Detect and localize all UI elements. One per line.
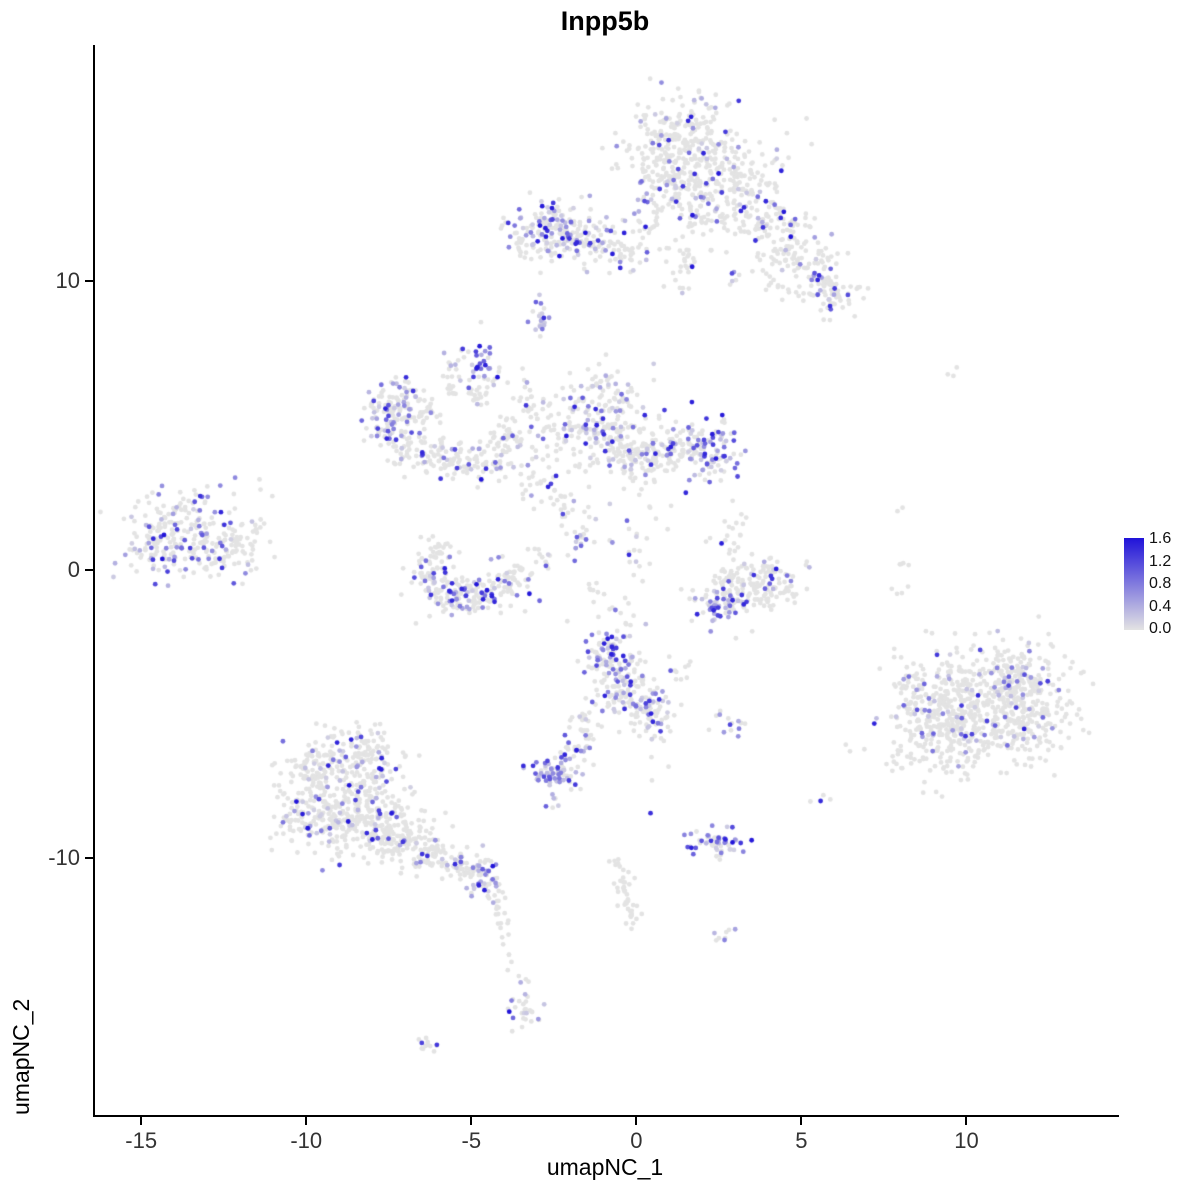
legend: 1.6 1.2 0.8 0.4 0.0	[1124, 531, 1171, 637]
x-tick-label: -15	[125, 1128, 158, 1153]
y-tick-label: -10	[48, 845, 80, 871]
x-tick-label: 0	[630, 1128, 643, 1153]
legend-tick-label: 0.8	[1149, 575, 1172, 592]
x-axis-line	[93, 1115, 1119, 1117]
x-tick-label: -5	[461, 1128, 482, 1153]
x-tick-mark	[305, 1117, 308, 1125]
x-tick-mark	[965, 1117, 968, 1125]
y-tick-mark	[85, 568, 93, 571]
legend-labels: 1.6 1.2 0.8 0.4 0.0	[1149, 531, 1171, 637]
plot-area	[95, 45, 1115, 1115]
scatter-canvas	[95, 45, 1115, 1115]
y-tick-label: 10	[55, 268, 80, 294]
x-tick-label: 5	[795, 1128, 808, 1153]
plot-title: Inpp5b	[560, 6, 650, 36]
x-tick-label: 10	[954, 1128, 979, 1153]
y-tick-mark	[85, 280, 93, 283]
legend-tick-label: 0.4	[1149, 597, 1172, 615]
y-tick-label: 0	[67, 556, 80, 582]
x-tick-mark	[470, 1117, 473, 1125]
legend-tick-label: 1.2	[1149, 552, 1172, 570]
x-tick-label: -10	[290, 1128, 323, 1153]
y-tick-mark	[85, 857, 93, 860]
x-tick-mark	[635, 1117, 638, 1125]
y-axis-line	[93, 45, 95, 1117]
legend-tick-label: 0.0	[1149, 620, 1172, 637]
legend-tick-label: 1.6	[1149, 530, 1172, 547]
legend-colorbar	[1124, 538, 1144, 630]
x-tick-mark	[140, 1117, 143, 1125]
x-tick-mark	[800, 1117, 803, 1125]
x-axis-label: umapNC_1	[546, 1154, 664, 1180]
